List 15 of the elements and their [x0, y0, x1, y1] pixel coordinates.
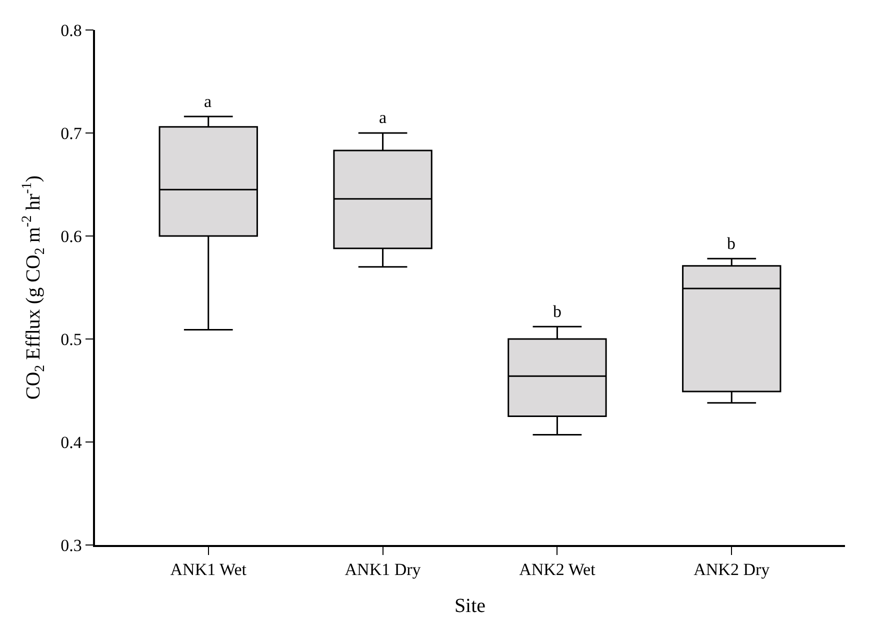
- y-tick-label: 0.7: [60, 124, 82, 143]
- x-tick-label: ANK1 Wet: [170, 560, 247, 580]
- annotation: b: [727, 234, 736, 253]
- x-axis-title: Site: [454, 595, 486, 618]
- y-tick-label: 0.5: [60, 330, 82, 349]
- x-tick-label: ANK1 Dry: [344, 560, 422, 580]
- x-tick-label: ANK2 Dry: [694, 560, 770, 580]
- y-tick-label: 0.6: [60, 226, 82, 246]
- annotation: a: [379, 108, 387, 127]
- y-tick-label: 0.3: [60, 536, 82, 555]
- y-tick-label: 0.4: [60, 432, 82, 452]
- x-tick-label: ANK2 Wet: [519, 560, 596, 580]
- annotation: a: [204, 92, 212, 111]
- annotation: b: [553, 302, 562, 321]
- y-tick-label: 0.8: [60, 20, 82, 40]
